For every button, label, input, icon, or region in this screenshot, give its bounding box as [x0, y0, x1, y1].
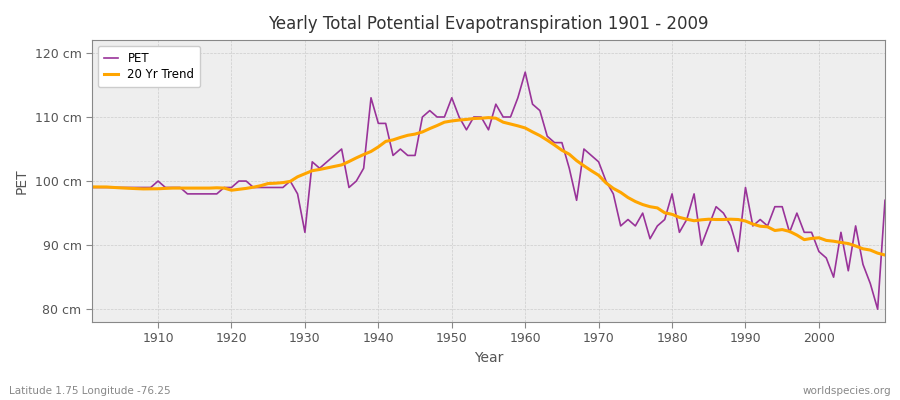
PET	[145, 185, 156, 190]
20 Yr Trend	[527, 130, 538, 134]
PET	[872, 307, 883, 312]
Legend: PET, 20 Yr Trend: PET, 20 Yr Trend	[98, 46, 201, 87]
20 Yr Trend	[351, 156, 362, 160]
Text: Latitude 1.75 Longitude -76.25: Latitude 1.75 Longitude -76.25	[9, 386, 171, 396]
Line: 20 Yr Trend: 20 Yr Trend	[92, 118, 885, 255]
20 Yr Trend	[616, 190, 626, 195]
X-axis label: Year: Year	[473, 351, 503, 365]
PET	[351, 179, 362, 184]
20 Yr Trend	[86, 184, 97, 189]
PET	[307, 160, 318, 164]
Title: Yearly Total Potential Evapotranspiration 1901 - 2009: Yearly Total Potential Evapotranspiratio…	[268, 15, 708, 33]
20 Yr Trend	[520, 126, 531, 130]
PET	[86, 185, 97, 190]
Line: PET: PET	[92, 72, 885, 309]
PET	[616, 224, 626, 228]
PET	[512, 95, 523, 100]
PET	[520, 70, 531, 74]
Text: worldspecies.org: worldspecies.org	[803, 386, 891, 396]
PET	[879, 198, 890, 203]
20 Yr Trend	[879, 253, 890, 258]
20 Yr Trend	[483, 115, 494, 120]
20 Yr Trend	[307, 168, 318, 173]
Y-axis label: PET: PET	[15, 168, 29, 194]
PET	[527, 102, 538, 106]
20 Yr Trend	[145, 186, 156, 191]
